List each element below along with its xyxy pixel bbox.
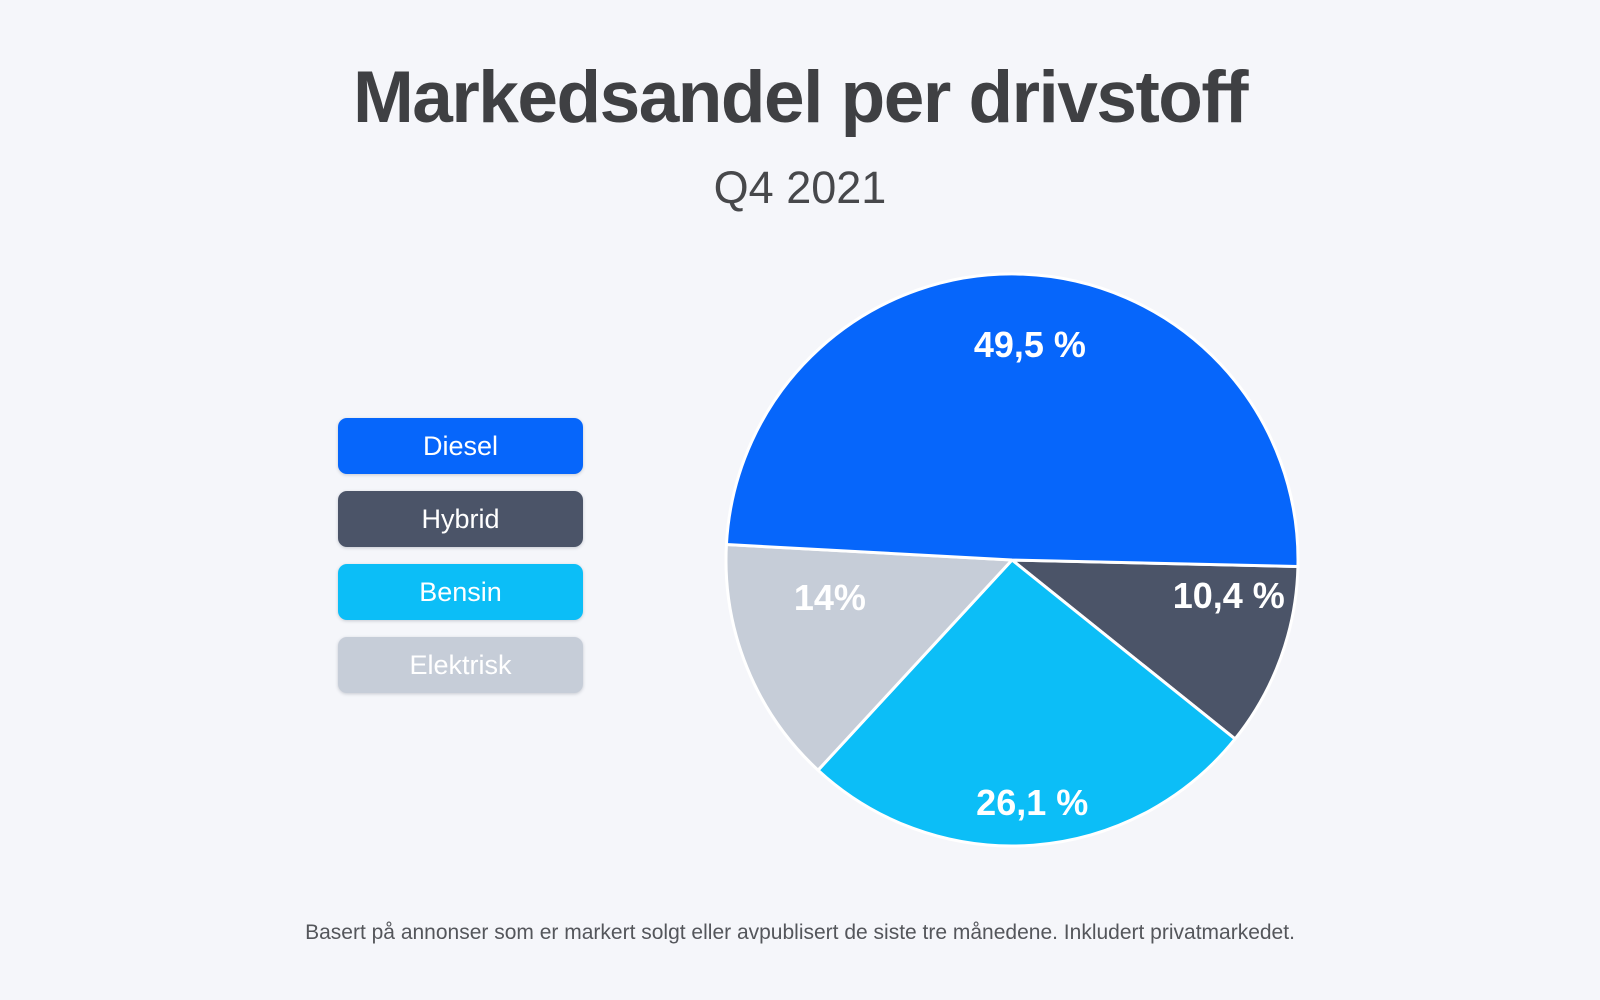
pie-slice-elektrisk (724, 543, 1014, 772)
pie-label-bensin: 26,1 % (976, 781, 1089, 823)
legend: Diesel Hybrid Bensin Elektrisk (338, 418, 583, 693)
pie-label-elektrisk: 14% (793, 577, 866, 619)
legend-item-elektrisk: Elektrisk (338, 637, 583, 693)
legend-item-diesel: Diesel (338, 418, 583, 474)
page-subtitle: Q4 2021 (713, 162, 887, 213)
footer-note: Basert på annonser som er markert solgt … (305, 921, 1295, 944)
pie-chart: 49,5 % 10,4 % 26,1 % 14% (723, 271, 1301, 849)
legend-item-bensin: Bensin (338, 564, 583, 620)
legend-item-label: Diesel (422, 430, 499, 461)
legend-item-label: Elektrisk (409, 649, 512, 680)
legend-item-hybrid: Hybrid (338, 491, 583, 547)
pie-label-hybrid: 10,4 % (1172, 574, 1285, 616)
pie-slice-bensin (816, 558, 1237, 848)
pie-chart-svg (724, 272, 1300, 848)
pie-label-diesel: 49,5 % (973, 323, 1086, 365)
legend-item-label: Hybrid (421, 503, 500, 534)
page-title: Markedsandel per drivstoff (352, 57, 1249, 138)
legend-item-label: Bensin (419, 576, 502, 607)
pie-slice-diesel (724, 272, 1300, 568)
pie-slice-hybrid (1010, 558, 1300, 741)
